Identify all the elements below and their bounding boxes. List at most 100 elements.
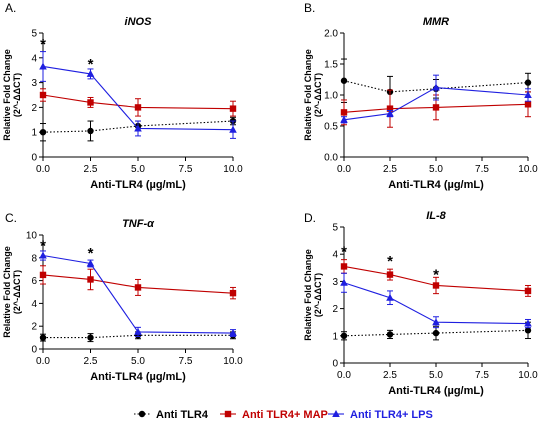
x-axis-label: Anti-TLR4 (µg/mL) [90,371,186,383]
data-point [386,271,394,278]
y-tick-label: 3 [31,78,37,89]
y-tick-label: 4 [31,299,37,310]
series-line [42,254,234,334]
chart-title: MMR [423,16,449,28]
x-tick-label: 7.5 [179,356,193,367]
significance-marker: * [387,253,393,270]
x-tick-label: 0.0 [337,370,351,381]
y-tick-label: 8 [31,253,37,264]
x-tick-label: 2.5 [383,370,397,381]
legend-label: Anti TLR4 [156,409,209,421]
y-tick-label: 5 [332,223,338,234]
data-point [340,263,348,270]
y-tick-label: 2.0 [324,29,338,40]
data-point [39,271,47,279]
y-tick-label: 3 [332,277,338,288]
x-tick-label: 7.5 [475,164,489,175]
series-line [42,94,234,110]
series-anti-tlr4-lps [39,51,237,139]
panel-label: A. [5,1,16,15]
series-line [42,274,234,294]
series-line [42,65,234,131]
data-point [386,293,394,301]
y-axis-label: Relative Fold Change [2,49,12,141]
data-point [524,79,532,86]
y-tick-label: 1.5 [324,60,338,71]
x-tick-label: 10.0 [223,164,243,175]
data-point [432,282,440,289]
data-point [432,83,440,91]
y-tick-label: 0 [332,359,338,370]
data-point [524,101,532,108]
y-tick-label: 0.0 [324,153,338,164]
data-point [524,319,532,327]
x-tick-label: 2.5 [84,356,98,367]
y-axis-label-unit: (2^-ΔΔCT) [12,73,22,117]
y-tick-label: 2 [31,103,37,114]
series-line [343,80,529,93]
y-tick-label: 4 [332,250,338,261]
x-tick-label: 5.0 [131,164,145,175]
data-point [432,329,440,337]
data-point [432,318,440,326]
y-tick-label: 0.5 [324,122,338,133]
series-anti-tlr4-lps [39,250,237,337]
x-axis-label: Anti-TLR4 (µg/mL) [90,179,186,191]
data-point [87,276,94,283]
y-tick-label: 0 [31,345,37,356]
series-anti-tlr4-map [39,265,237,300]
data-point [39,251,47,259]
data-point [87,127,94,135]
data-point [229,105,237,112]
series-line [343,282,529,325]
legend-label: Anti TLR4+ LPS [350,409,433,421]
y-tick-label: 2 [332,304,338,315]
series-anti-tlr4-map [340,89,532,128]
data-point [386,105,394,112]
chart-panel-4: D. IL-8 0 1 2 3 4 5 0.0 2.5 5.0 7.5 10.0 Anti-TLR4 (µ… [303,210,538,397]
significance-marker: * [433,267,439,284]
data-point [229,329,237,337]
data-point [39,334,47,341]
data-point [134,327,142,335]
significance-marker: * [341,243,347,260]
chart-title: iNOS [125,16,153,28]
x-tick-label: 5.0 [131,356,145,367]
y-tick-label: 10 [26,231,38,242]
legend-item: Anti TLR4+ LPS [328,409,433,421]
x-tick-label: 5.0 [429,370,443,381]
data-point [86,69,95,77]
x-tick-label: 10.0 [518,164,538,175]
data-point [229,289,237,297]
data-point [524,91,532,98]
data-point [134,124,142,132]
panel-label: D. [304,211,316,225]
panel-label: C. [5,211,17,225]
series-line [42,120,234,133]
legend-item: Anti TLR4+ MAP [220,409,328,421]
data-point [86,259,95,267]
significance-marker: * [40,237,46,254]
series-anti-tlr4-map [340,259,532,297]
data-point [340,77,348,84]
panel-label: B. [304,1,315,15]
x-tick-label: 7.5 [475,370,489,381]
chart-title: TNF-α [122,218,155,230]
series-line [343,86,529,121]
data-point [340,109,348,116]
significance-marker: * [88,56,94,73]
x-tick-label: 2.5 [84,164,98,175]
data-point [524,327,532,334]
data-point [340,115,348,123]
series-anti-tlr4 [340,321,532,341]
y-tick-label: 5 [31,29,37,40]
chart-panel-2: B. MMR 0.0 0.5 1.0 1.5 2.0 0.0 2.5 5.0 7.5 10.0 Anti… [303,1,538,191]
data-point [386,331,394,338]
x-tick-label: 7.5 [179,164,193,175]
y-axis-label-unit: (2^-ΔΔCT) [313,273,323,317]
series-anti-tlr4-map [39,88,237,117]
y-tick-label: 1 [332,331,338,342]
legend-marker [224,410,232,418]
x-tick-label: 0.0 [337,164,351,175]
data-point [39,129,47,136]
